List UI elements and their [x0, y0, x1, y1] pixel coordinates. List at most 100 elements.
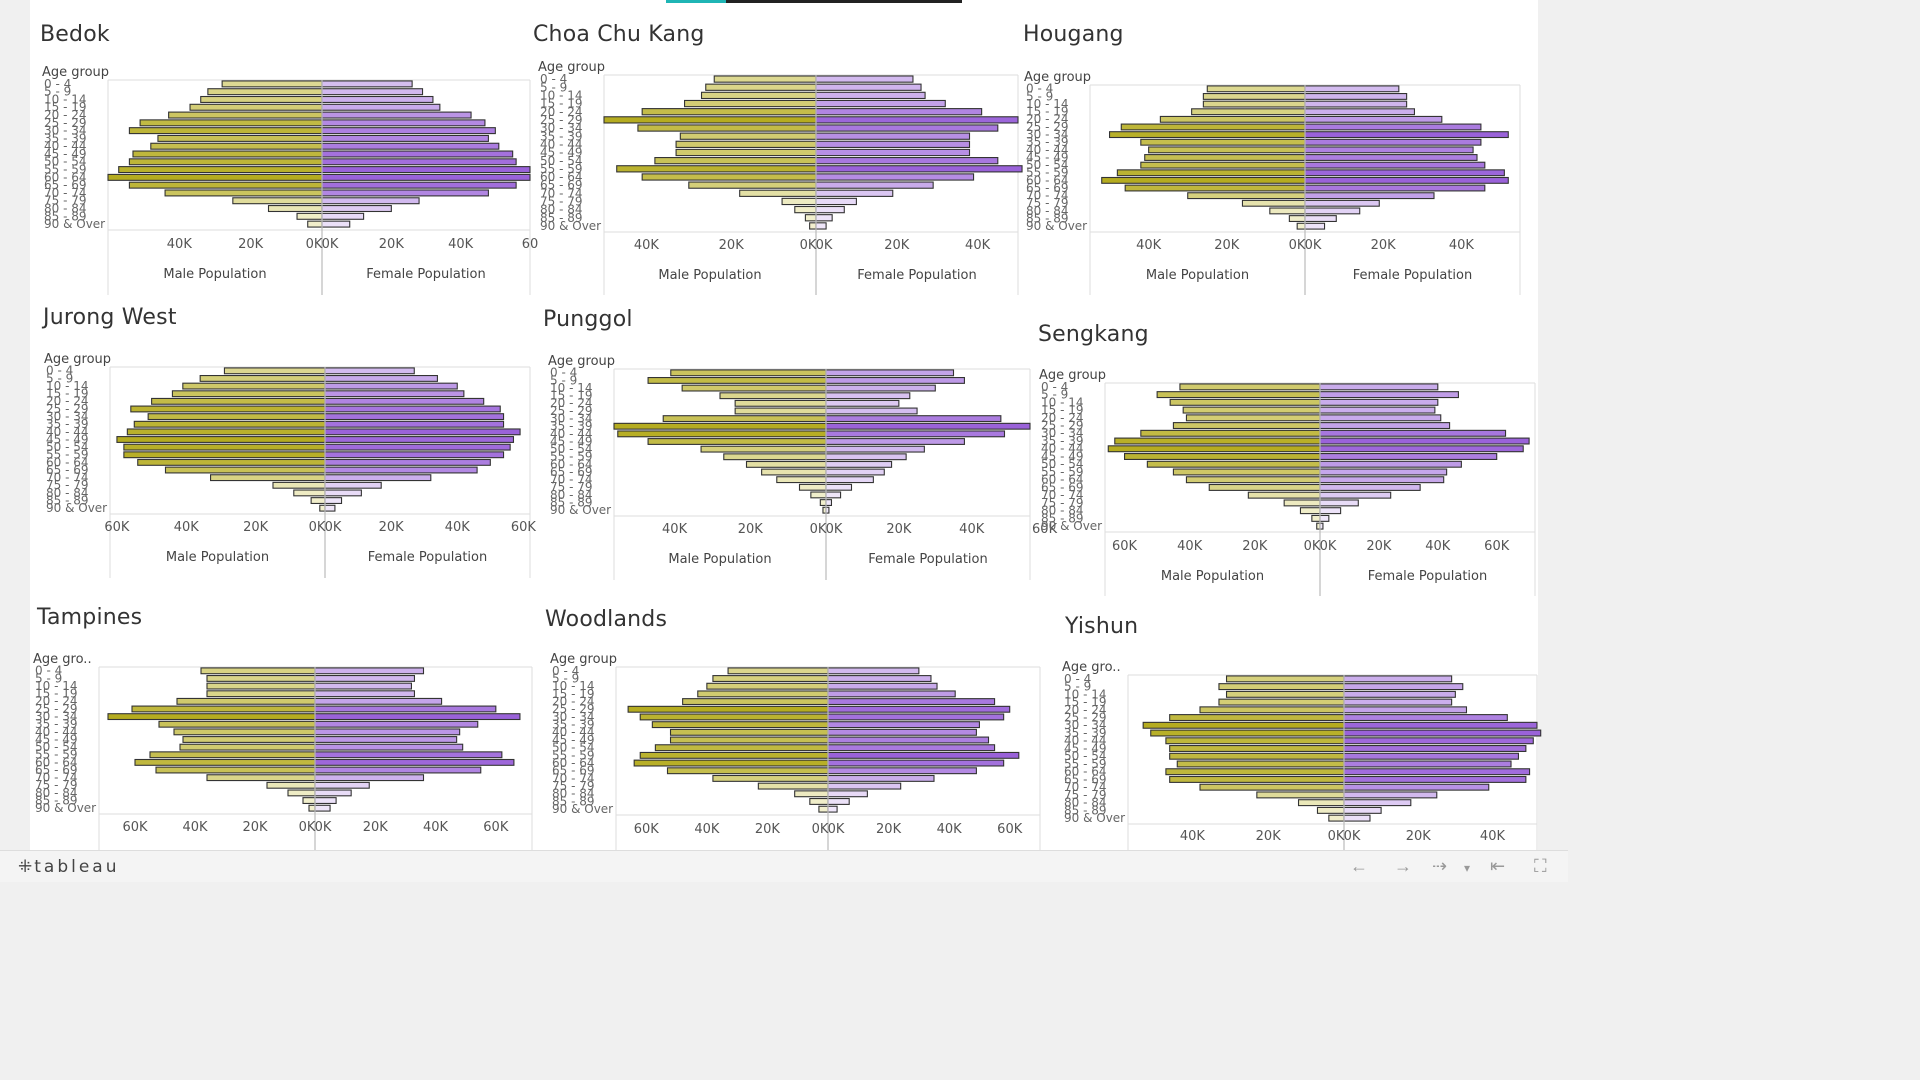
age-group-label: 25 - 29 [552, 702, 595, 716]
age-group-label: 55 - 59 [46, 448, 89, 462]
female-bar[interactable] [1343, 698, 1453, 706]
bedok-title: Bedok [40, 22, 110, 47]
age-group-label: 80 - 84 [44, 201, 87, 215]
male-bar[interactable] [1199, 783, 1345, 791]
female-axis-tick: 0K [315, 820, 332, 835]
age-group-label: 30 - 34 [35, 710, 78, 724]
age-group-label: 65 - 69 [1064, 772, 1107, 786]
male-bar[interactable] [1316, 806, 1345, 814]
footer-bar: ⁜ tableau ← → ⇢ ▾ ⇤ ⛶ [0, 850, 1568, 882]
female-bar[interactable] [1343, 775, 1527, 783]
male-bar[interactable] [1176, 760, 1345, 768]
male-bar[interactable] [1169, 752, 1345, 760]
female-bar[interactable] [1343, 760, 1512, 768]
age-group-label: 15 - 19 [540, 97, 583, 111]
male-bar[interactable] [1218, 683, 1345, 691]
female-bar[interactable] [1343, 768, 1531, 776]
female-bar[interactable] [1343, 791, 1438, 799]
age-group-label: 80 - 84 [1064, 796, 1107, 810]
male-bar[interactable] [1150, 729, 1345, 737]
male-axis-tick: 0K [309, 520, 326, 535]
male-axis-label: Male Population [1161, 569, 1264, 584]
age-group-label: 5 - 9 [46, 371, 73, 385]
male-bar[interactable] [1169, 775, 1345, 783]
female-axis-tick: 20K [884, 238, 910, 253]
male-bar[interactable] [1297, 799, 1345, 807]
age-group-label: 80 - 84 [46, 486, 89, 500]
reset-icon[interactable]: ⇤ [1490, 856, 1506, 876]
female-bar[interactable] [1343, 783, 1490, 791]
female-bar[interactable] [1343, 799, 1412, 807]
female-bar[interactable] [1343, 690, 1456, 698]
fullscreen-icon[interactable]: ⛶ [1534, 856, 1547, 876]
age-group-label: 25 - 29 [540, 113, 583, 127]
male-bar[interactable] [1165, 737, 1345, 745]
age-group-label: 60 - 64 [35, 755, 78, 769]
age-group-label: 15 - 19 [46, 387, 89, 401]
female-bar[interactable] [1343, 814, 1371, 822]
age-group-label: 65 - 69 [46, 463, 89, 477]
female-bar[interactable] [1343, 714, 1508, 722]
female-axis-tick: 40K [1425, 539, 1451, 554]
female-bar[interactable] [1343, 721, 1538, 729]
redo-arrow-icon[interactable]: → [1394, 856, 1412, 876]
female-axis-tick: 20K [1366, 539, 1392, 554]
male-axis-tick: 60K [122, 820, 148, 835]
female-bar[interactable] [1343, 706, 1468, 714]
female-bar[interactable] [1343, 729, 1542, 737]
female-axis-tick: 60 [522, 237, 539, 252]
female-bar[interactable] [1343, 737, 1534, 745]
female-bar[interactable] [1343, 752, 1519, 760]
tableau-star-icon: ⁜ [18, 857, 33, 877]
revert-icon[interactable]: ⇢ [1432, 856, 1448, 876]
male-axis-tick: 20K [1214, 238, 1240, 253]
female-bar[interactable] [1343, 683, 1464, 691]
female-bar[interactable] [1343, 745, 1527, 752]
age-group-label: 75 - 79 [552, 779, 595, 793]
age-group-label: 45 - 49 [44, 147, 87, 161]
male-bar[interactable] [1256, 791, 1345, 799]
female-bar[interactable] [1343, 675, 1453, 683]
revert-dropdown-icon[interactable]: ▾ [1464, 861, 1471, 875]
male-bar[interactable] [1225, 675, 1345, 683]
male-bar[interactable] [1218, 698, 1345, 706]
age-group-label: 35 - 39 [1026, 135, 1069, 149]
age-group-label: 10 - 14 [44, 92, 87, 106]
male-axis-tick: 40K [694, 822, 720, 837]
male-bar[interactable] [1169, 714, 1345, 722]
age-group-label: 25 - 29 [1064, 710, 1107, 724]
male-bar[interactable] [1199, 706, 1345, 714]
age-group-label: 35 - 39 [552, 718, 595, 732]
age-group-label: 20 - 24 [550, 396, 593, 410]
female-bar[interactable] [1343, 806, 1382, 814]
age-group-header: Age group [550, 652, 617, 667]
male-axis-label: Male Population [163, 267, 266, 282]
male-axis-tick: 20K [238, 237, 264, 252]
choa-chu-kang-title: Choa Chu Kang [533, 22, 705, 47]
age-group-label: 80 - 84 [35, 786, 78, 800]
male-bar[interactable] [1142, 721, 1345, 729]
female-axis-tick: 40K [1480, 829, 1506, 844]
age-group-label: 50 - 54 [44, 155, 87, 169]
male-bar[interactable] [1225, 690, 1345, 698]
female-axis-label: Female Population [366, 267, 485, 282]
age-group-label: 35 - 39 [550, 419, 593, 433]
female-axis-tick: 60K [511, 520, 537, 535]
male-bar[interactable] [1165, 768, 1345, 776]
age-group-label: 0 - 4 [550, 366, 577, 380]
age-group-label: 75 - 79 [44, 194, 87, 208]
undo-arrow-icon[interactable]: ← [1350, 856, 1368, 876]
age-group-label: 85 - 89 [1026, 211, 1069, 225]
male-bar[interactable] [1169, 745, 1345, 752]
tableau-logo[interactable]: ⁜ tableau [18, 857, 120, 877]
age-group-label: 65 - 69 [550, 465, 593, 479]
age-group-label: 80 - 84 [540, 203, 583, 217]
female-axis-tick: 0K [325, 520, 342, 535]
age-group-label: 40 - 44 [552, 725, 595, 739]
male-axis-label: Male Population [668, 552, 771, 567]
male-bar[interactable] [1328, 814, 1345, 822]
male-axis-tick: 40K [1177, 539, 1203, 554]
